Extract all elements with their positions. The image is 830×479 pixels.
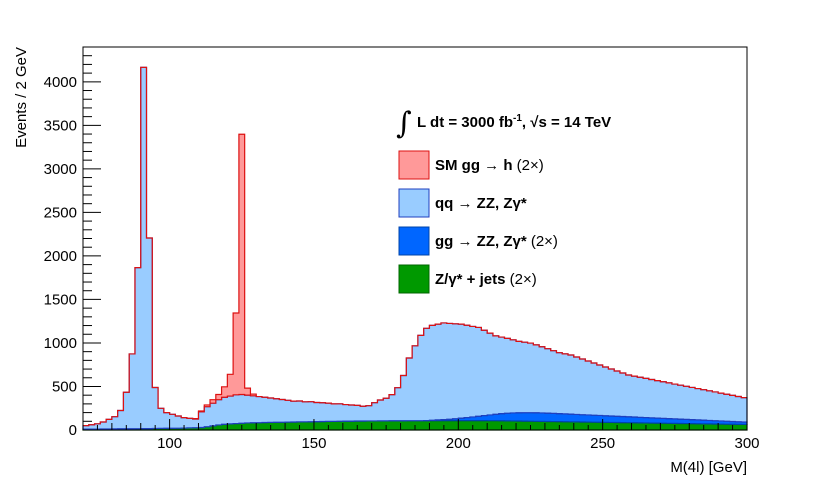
x-tick-label: 300 [734, 435, 759, 452]
integral-symbol: ∫ [396, 106, 412, 141]
legend: ∫ L dt = 3000 fb-1, √s = 14 TeV SM gg → … [396, 106, 611, 294]
y-tick-label: 500 [52, 378, 77, 395]
y-tick-label: 0 [69, 422, 77, 439]
legend-swatch [398, 188, 430, 218]
y-tick-label: 1500 [44, 291, 77, 308]
x-tick-label: 200 [446, 435, 471, 452]
y-tick-label: 4000 [44, 74, 77, 91]
legend-swatch [398, 264, 430, 294]
legend-entry-label: qq → ZZ, Zγ* [435, 195, 527, 212]
y-tick-label: 1000 [44, 335, 77, 352]
legend-entry-label: gg → ZZ, Zγ* (2×) [435, 233, 558, 250]
x-tick-label: 150 [301, 435, 326, 452]
y-tick-label: 2500 [44, 204, 77, 221]
y-tick-label: 3000 [44, 161, 77, 178]
legend-swatch [398, 150, 430, 180]
stacked-histogram [82, 66, 748, 431]
x-tick-label: 100 [157, 435, 182, 452]
legend-swatch [398, 226, 430, 256]
axes: 100 150 200 250 3000500100015002000250030003… [44, 55, 760, 452]
series-3-area [83, 66, 747, 427]
y-tick-label: 2000 [44, 248, 77, 265]
y-tick-label: 3500 [44, 117, 77, 134]
x-tick-label: 250 [590, 435, 615, 452]
y-axis-label: Events / 2 GeV [13, 47, 30, 148]
luminosity-label: L dt = 3000 fb-1, √s = 14 TeV [417, 113, 611, 131]
x-axis-label: M(4l) [GeV] [670, 459, 747, 476]
legend-entry-label: SM gg → h (2×) [435, 157, 544, 174]
legend-entry-label: Z/γ* + jets (2×) [435, 271, 537, 288]
